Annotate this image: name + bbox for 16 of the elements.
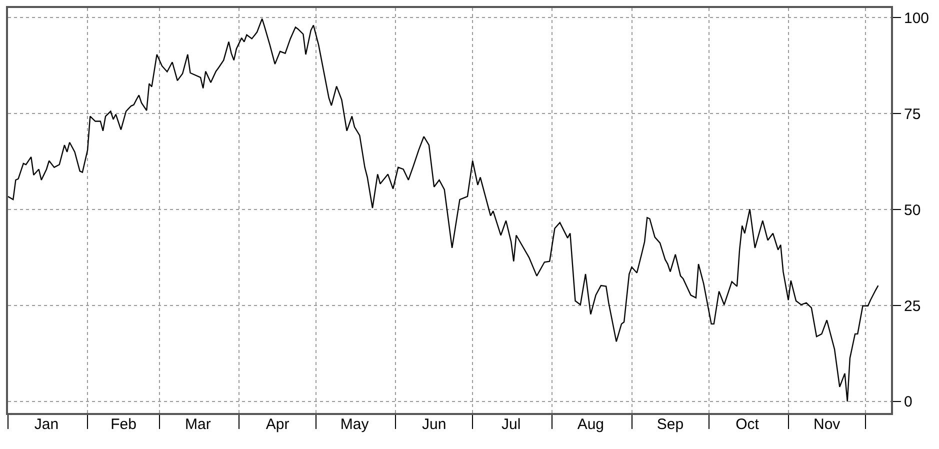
y-tick-label: 100 (904, 10, 930, 27)
x-tick-label: Nov (813, 416, 841, 433)
x-tick-label: Sep (656, 416, 684, 433)
y-tick-label: 50 (904, 202, 921, 219)
y-tick-label: 0 (904, 394, 912, 411)
x-tick-label: Jan (34, 416, 59, 433)
x-tick-label: Mar (185, 416, 211, 433)
x-tick-label: Feb (110, 416, 136, 433)
x-tick-label: Apr (266, 416, 290, 433)
y-tick-label: 75 (904, 106, 921, 123)
x-tick-label: Jun (422, 416, 446, 433)
x-tick-label: May (340, 416, 370, 433)
y-tick-label: 25 (904, 298, 921, 315)
x-tick-label: Jul (502, 416, 521, 433)
x-tick-label: Oct (736, 416, 760, 433)
x-tick-label: Aug (577, 416, 604, 433)
